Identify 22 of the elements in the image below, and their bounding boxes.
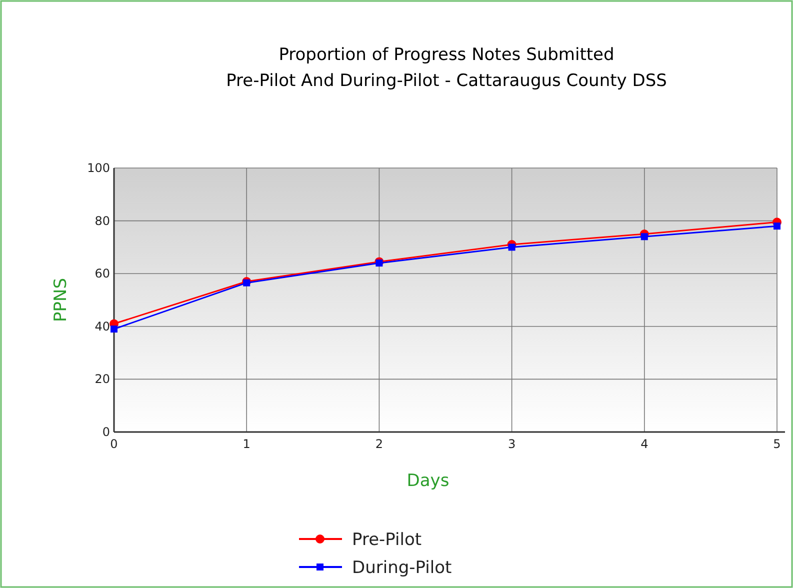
chart-subtitle: Pre-Pilot And During-Pilot - Cattaraugus County DSS — [226, 71, 667, 91]
y-tick-label: 40 — [94, 319, 110, 334]
x-tick-label: 1 — [242, 437, 250, 451]
y-tick-label: 80 — [94, 214, 110, 228]
x-tick-label: 5 — [773, 437, 781, 451]
x-tick-label: 2 — [375, 437, 384, 451]
point — [640, 233, 648, 240]
y-tick-label: 60 — [94, 266, 110, 281]
y-axis-title: PPNS — [51, 278, 71, 322]
chart-title: Proportion of Progress Notes Submitted — [278, 45, 614, 65]
x-tick-label: 3 — [508, 437, 516, 451]
point — [376, 260, 383, 267]
legend-label: Pre-Pilot — [352, 530, 422, 550]
legend-label: During-Pilot — [352, 558, 452, 578]
x-axis-title: Days — [406, 471, 450, 491]
x-tick-label: 4 — [640, 437, 648, 451]
y-tick-label: 20 — [94, 372, 110, 386]
point — [508, 244, 516, 251]
y-tick-label: 100 — [87, 161, 110, 175]
point — [110, 326, 118, 333]
y-tick-label: 0 — [102, 425, 110, 439]
point — [774, 222, 780, 230]
